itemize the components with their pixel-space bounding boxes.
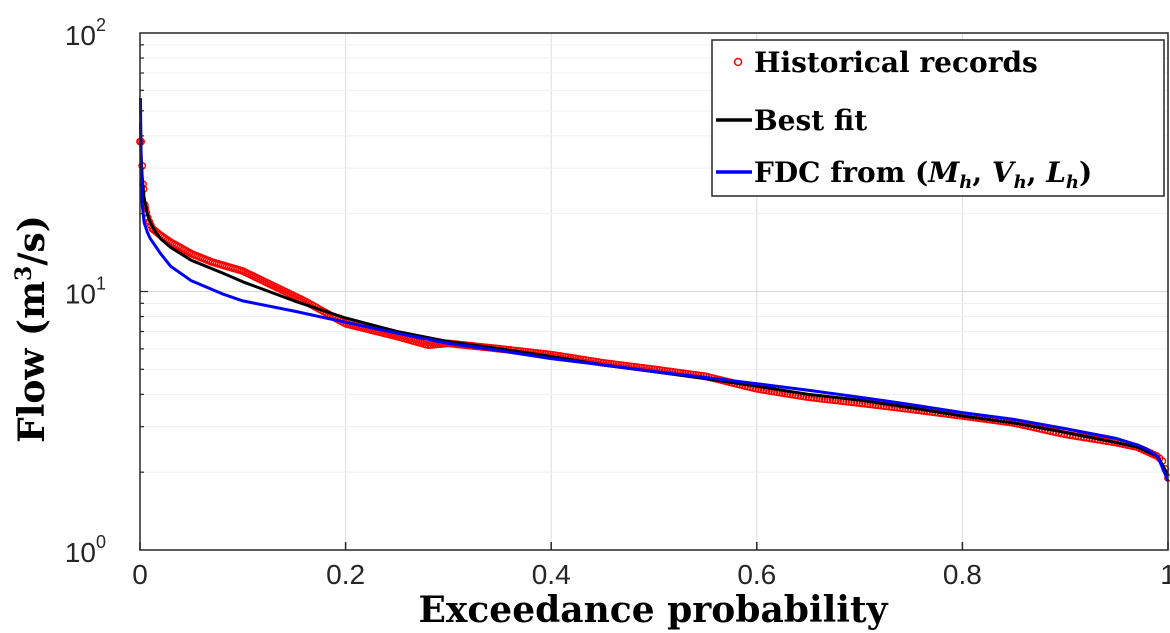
x-tick-label: 0.8	[943, 559, 982, 590]
ticks: 0 0.2 0.4 0.6 0.8 1 100 101 102	[65, 15, 1170, 590]
x-axis-label: Exceedance probability	[418, 589, 888, 631]
series-best-fit-line	[139, 122, 1170, 476]
series-layer	[136, 98, 1170, 482]
x-tick-label: 0.2	[326, 559, 365, 590]
x-tick-label: 0.6	[737, 559, 776, 590]
x-tick-label: 1	[1160, 559, 1170, 590]
legend-label-best-fit: Best fit	[754, 104, 867, 137]
y-axis-label: Flow (m3/s)	[11, 215, 53, 443]
x-tick-label: 0	[132, 559, 148, 590]
legend-marker-historical	[733, 57, 743, 67]
series-fdc-line	[139, 98, 1170, 482]
legend: Historical records Best fit FDC from (Mh…	[711, 39, 1165, 197]
legend-label-historical: Historical records	[754, 46, 1038, 79]
y-axis-label-sup: 3	[11, 266, 37, 281]
legend-box	[711, 39, 1165, 197]
y-tick-label: 100	[65, 532, 106, 568]
legend-label-fdc-text: FDC from	[754, 156, 905, 189]
x-tick-label: 0.4	[532, 559, 571, 590]
y-axis-label-end: /s)	[11, 215, 53, 265]
legend-label-fdc: FDC from (Mh, Vh, Lh)	[754, 156, 1092, 193]
y-axis-label-main: Flow (m	[11, 281, 53, 443]
y-tick-label: 101	[65, 274, 106, 310]
y-tick-label: 102	[65, 15, 106, 51]
